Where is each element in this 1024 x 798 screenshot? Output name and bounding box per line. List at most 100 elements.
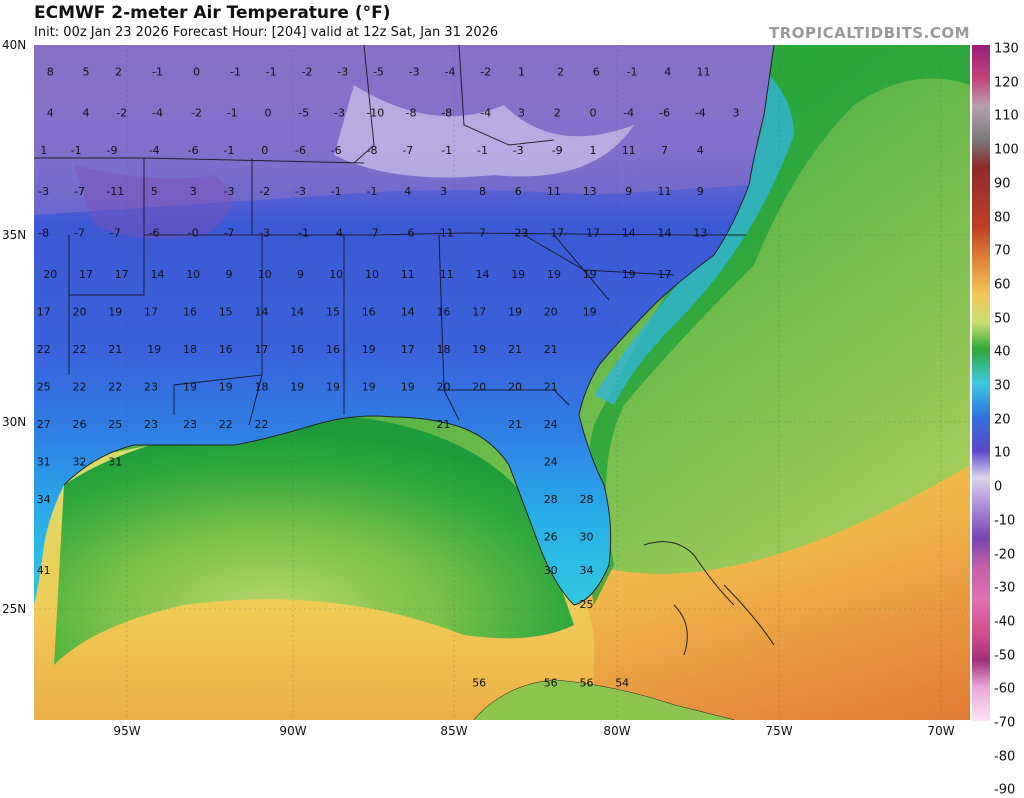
station-value: 17	[144, 305, 158, 318]
station-value: 23	[144, 380, 158, 393]
station-value: 10	[365, 268, 379, 281]
station-value: 9	[697, 185, 704, 198]
station-value: 17	[586, 227, 600, 240]
station-value: 23	[515, 227, 529, 240]
station-value: 31	[37, 455, 51, 468]
station-value: 41	[37, 564, 51, 577]
station-value: 11	[401, 268, 415, 281]
station-value: -6	[295, 144, 306, 157]
station-value: 20	[437, 380, 451, 393]
station-value: 18	[183, 343, 197, 356]
station-value: 25	[37, 380, 51, 393]
plains-cold-pocket	[74, 165, 232, 239]
colorbar-tick-label: 20	[994, 412, 1011, 428]
station-value: 11	[658, 185, 672, 198]
station-value: -3	[295, 185, 306, 198]
colorbar-tick-label: -30	[994, 580, 1016, 596]
station-value: -9	[552, 144, 563, 157]
station-value: 21	[108, 343, 122, 356]
station-value: 19	[362, 343, 376, 356]
station-value: 23	[183, 418, 197, 431]
station-value: 7	[661, 144, 668, 157]
station-value: 19	[290, 380, 304, 393]
map-canvas: 8 5 2 -1 0 -1 -1 -2 -3 -5 -3 -4 -2 1 2 6 -1 4 114 4 -2 -4 -2 -1…	[34, 45, 970, 720]
lat-label-30n: 30N	[2, 415, 27, 429]
station-value: 30	[580, 530, 594, 543]
station-value: 54	[615, 677, 629, 690]
station-temperature-labels: 8 5 2 -1 0 -1 -1 -2 -3 -5 -3 -4 -2 1 2 6 -1 4 114 4 -2 -4 -2 -1…	[37, 65, 740, 689]
station-value: 20	[73, 305, 87, 318]
station-value: 22	[73, 380, 87, 393]
lat-label-25n: 25N	[2, 602, 27, 616]
station-value: 18	[255, 380, 269, 393]
station-value: -4	[149, 144, 160, 157]
station-value: 56	[544, 677, 558, 690]
station-value: 16	[326, 343, 340, 356]
station-value: 0	[265, 107, 272, 120]
station-value: 19	[147, 343, 161, 356]
station-value: -6	[659, 107, 670, 120]
station-value: 22	[219, 418, 233, 431]
station-value: 19	[622, 268, 636, 281]
station-value: 9	[625, 185, 632, 198]
station-value: 27	[37, 418, 51, 431]
station-value: 11	[697, 65, 711, 78]
station-value: -7	[224, 227, 235, 240]
temperature-map: 8 5 2 -1 0 -1 -1 -2 -3 -5 -3 -4 -2 1 2 6 -1 4 11 4 4 -2 -4 -2 -1…	[34, 45, 970, 720]
station-value: -3	[334, 107, 345, 120]
station-value: -0	[188, 227, 199, 240]
station-value: -1	[441, 144, 452, 157]
station-value: 22	[73, 343, 87, 356]
station-value: 21	[544, 380, 558, 393]
station-value: -6	[188, 144, 199, 157]
station-value: 11	[440, 268, 454, 281]
colorbar-tick-label: 120	[994, 75, 1019, 91]
station-value: 19	[583, 268, 597, 281]
station-value: -1	[298, 227, 309, 240]
station-value: 17	[472, 305, 486, 318]
station-value: 0	[590, 107, 597, 120]
station-value: -7	[110, 227, 121, 240]
station-value: 15	[326, 305, 340, 318]
station-value: -8	[367, 144, 378, 157]
station-value: 14	[401, 305, 415, 318]
station-value: 11	[440, 227, 454, 240]
station-value: 34	[37, 493, 51, 506]
station-value: 10	[186, 268, 200, 281]
station-value: -3	[224, 185, 235, 198]
station-value: 17	[255, 343, 269, 356]
station-value: -1	[331, 185, 342, 198]
station-value: 1	[590, 144, 597, 157]
colorbar-tick-label: 80	[994, 210, 1011, 225]
station-value: 6	[515, 185, 522, 198]
colorbar-tick-label: -10	[994, 513, 1016, 529]
station-value: -3	[337, 65, 348, 78]
lat-label-40n: 40N	[2, 38, 27, 52]
station-value: 9	[297, 268, 304, 281]
lon-label-75w: 75W	[765, 724, 793, 738]
station-value: 17	[79, 268, 93, 281]
station-value: 21	[508, 343, 522, 356]
station-value: 16	[437, 305, 451, 318]
station-value: 9	[226, 268, 233, 281]
station-value: 14	[476, 268, 490, 281]
station-value: 14	[622, 227, 636, 240]
station-value: 14	[255, 305, 269, 318]
station-value: 20	[508, 380, 522, 393]
station-value: 10	[258, 268, 272, 281]
brand-watermark: TROPICALTIDBITS.COM	[769, 24, 970, 42]
colorbar	[972, 45, 990, 721]
station-value: 34	[580, 564, 594, 577]
station-value: -2	[480, 65, 491, 78]
station-value: 17	[401, 343, 415, 356]
colorbar-tick-label: 70	[994, 243, 1011, 259]
station-value: -4	[152, 107, 163, 120]
station-value: 16	[183, 305, 197, 318]
colorbar-tick-label: 90	[994, 176, 1011, 192]
station-value: -9	[107, 144, 118, 157]
station-value: 0	[261, 144, 268, 157]
colorbar-tick-label: 10	[994, 445, 1011, 461]
station-value: 8	[47, 65, 54, 78]
station-value: 14	[151, 268, 165, 281]
colorbar-tick-label: -20	[994, 547, 1016, 562]
